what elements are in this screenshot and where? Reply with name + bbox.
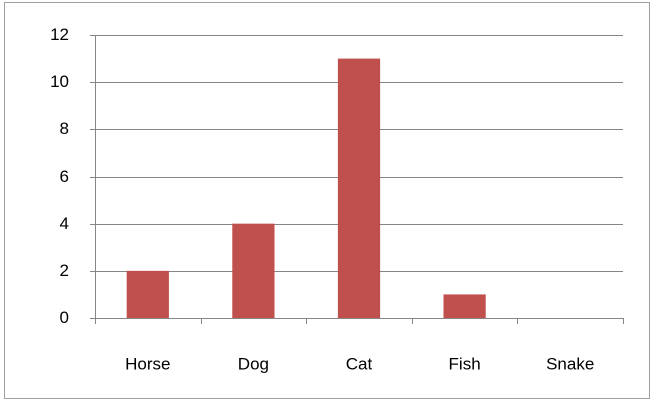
bar (126, 270, 169, 318)
y-tick-label: 2 (60, 261, 69, 280)
y-tick-label: 6 (60, 167, 69, 186)
x-tick-label: Horse (125, 354, 170, 373)
chart-border (4, 2, 650, 399)
x-tick-label: Fish (449, 354, 481, 373)
y-tick-label: 0 (60, 308, 69, 327)
x-tick-label: Dog (238, 354, 269, 373)
y-tick-label: 8 (60, 119, 69, 138)
bar (232, 223, 275, 318)
x-tick-label: Cat (346, 354, 373, 373)
y-tick-label: 4 (60, 214, 69, 233)
y-tick-label: 12 (50, 25, 69, 44)
y-tick-label: 10 (50, 72, 69, 91)
bar (443, 294, 486, 318)
x-tick-label: Snake (546, 354, 594, 373)
bar (337, 58, 381, 318)
